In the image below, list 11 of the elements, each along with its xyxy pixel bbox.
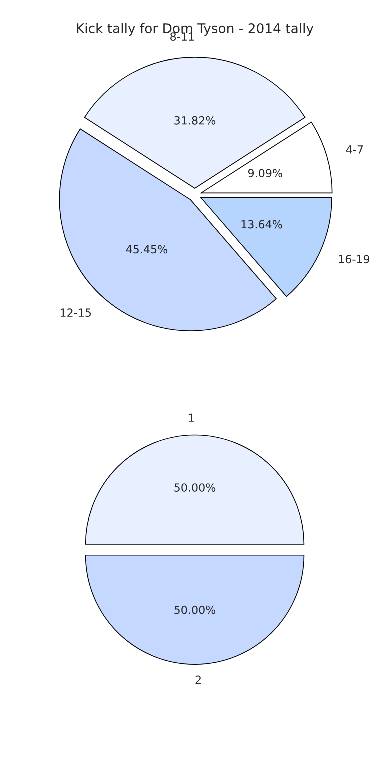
slice-label: 2: [196, 676, 201, 684]
data-label: 45.45%: [126, 245, 168, 254]
data-label: 9.09%: [248, 169, 282, 178]
data-label: 50.00%: [174, 606, 216, 614]
slice-label: 1: [189, 414, 194, 422]
data-label: 50.00%: [174, 484, 216, 492]
slice-label: 12-15: [60, 308, 92, 318]
slice-label: 16-19: [339, 255, 370, 264]
data-label: 13.64%: [242, 220, 282, 229]
data-label: 31.82%: [174, 116, 216, 125]
slice-label: 4-7: [346, 146, 364, 154]
